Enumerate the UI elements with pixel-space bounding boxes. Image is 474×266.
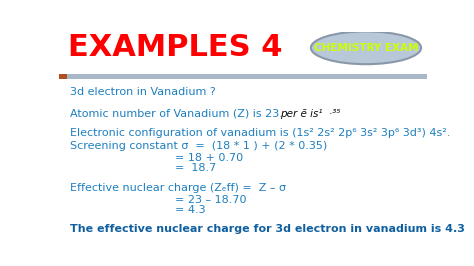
Text: CHEMISTRY EXAM: CHEMISTRY EXAM [314,43,418,53]
Text: = 23 – 18.70: = 23 – 18.70 [70,195,247,205]
Text: Atomic number of Vanadium (Z) is 23.: Atomic number of Vanadium (Z) is 23. [70,109,283,119]
Text: Screening constant σ  =  (18 * 1 ) + (2 * 0.35): Screening constant σ = (18 * 1 ) + (2 * … [70,141,328,151]
Text: = 18 + 0.70: = 18 + 0.70 [70,153,243,163]
Text: EXAMPLES 4: EXAMPLES 4 [68,33,283,62]
Text: =  18.7: = 18.7 [70,163,217,173]
Text: per ē is¹  ·³⁵: per ē is¹ ·³⁵ [280,109,340,119]
FancyBboxPatch shape [59,74,66,79]
Text: Electronic configuration of vanadium is (1s² 2s² 2p⁶ 3s² 3p⁶ 3d³) 4s².: Electronic configuration of vanadium is … [70,128,451,138]
Text: = 4.3: = 4.3 [70,205,206,215]
Text: 3d electron in Vanadium ?: 3d electron in Vanadium ? [70,87,216,97]
FancyBboxPatch shape [59,74,427,79]
Text: The effective nuclear charge for 3d electron in vanadium is 4.3: The effective nuclear charge for 3d elec… [70,224,465,234]
FancyBboxPatch shape [59,32,427,79]
Text: Effective nuclear charge (Zₑff) =  Z – σ: Effective nuclear charge (Zₑff) = Z – σ [70,182,286,193]
Ellipse shape [311,31,421,64]
